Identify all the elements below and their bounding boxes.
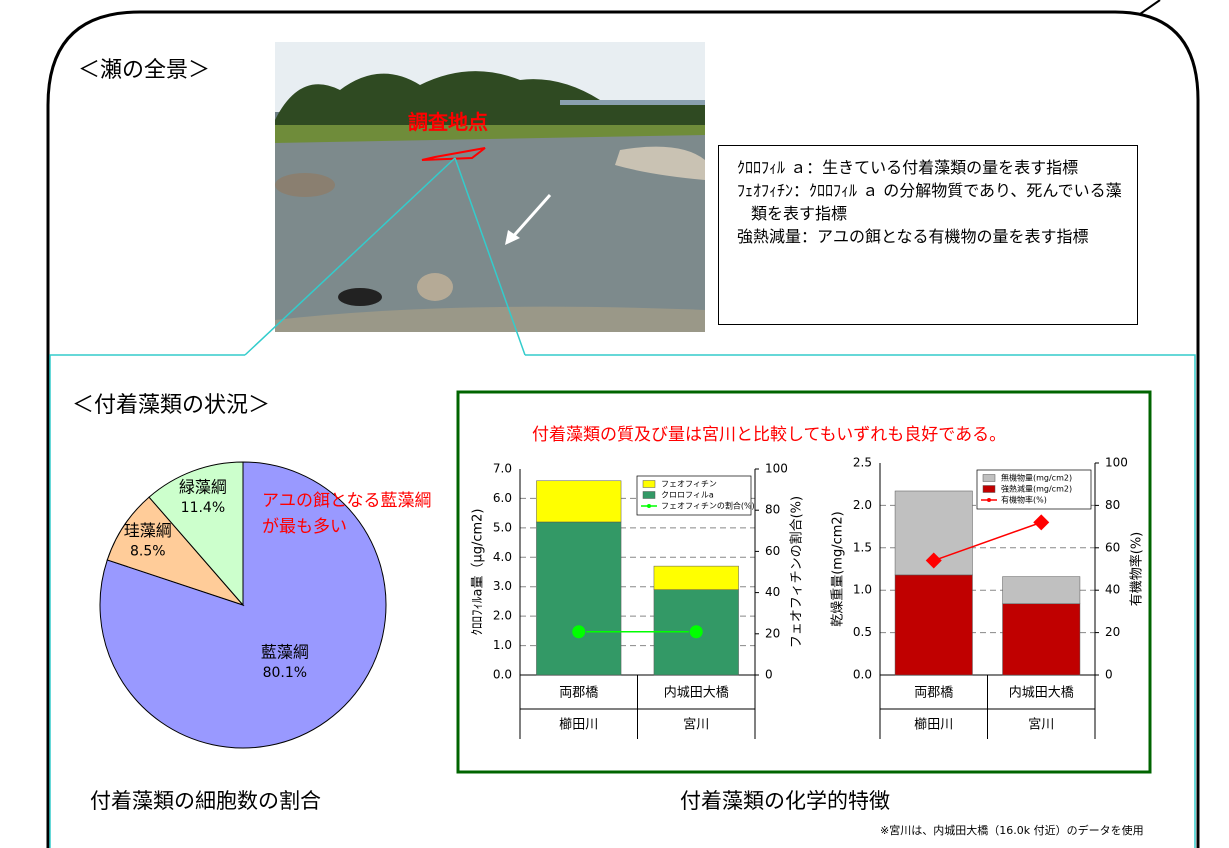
y2-tick-label: 100 <box>765 462 788 476</box>
x-group-label: 櫛田川 <box>559 718 598 733</box>
note-term: ｸﾛﾛﾌｨﾙ ａ <box>737 158 807 177</box>
legend-swatch <box>982 485 996 493</box>
bar-segment <box>536 480 622 523</box>
y2-tick-label: 60 <box>1105 540 1120 554</box>
y2-tick-label: 80 <box>1105 498 1120 512</box>
y-tick-label: 2.5 <box>853 456 872 470</box>
bar-segment <box>1002 576 1081 605</box>
y-tick-label: 2.0 <box>493 609 512 623</box>
section-title: ＜瀬の全景＞ <box>78 58 211 83</box>
y-tick-label: 4.0 <box>493 550 512 564</box>
y-axis-label: 乾燥重量(mg/cm2) <box>830 511 846 627</box>
y-tick-label: 3.0 <box>493 579 512 593</box>
notes-box: ｸﾛﾛﾌｨﾙ ａ：生きている付着藻類の量を表す指標 ﾌｪｵﾌｨﾁﾝ：ｸﾛﾛﾌｨﾙ … <box>718 145 1138 325</box>
note-item: 強熱減量：アユの餌となる有機物の量を表す指標 <box>737 225 1127 248</box>
y2-tick-label: 80 <box>765 503 780 517</box>
legend-swatch <box>642 480 656 488</box>
y-tick-label: 5.0 <box>493 520 512 534</box>
legend-label: 無機物量(mg/cm2) <box>1001 473 1072 483</box>
note-item: ｸﾛﾛﾌｨﾙ ａ：生きている付着藻類の量を表す指標 <box>737 156 1127 179</box>
y2-tick-label: 60 <box>765 544 780 558</box>
y-tick-label: 0.0 <box>493 668 512 682</box>
photo-label: 調査地点 <box>408 110 488 134</box>
line-marker <box>1033 514 1050 531</box>
legend-swatch <box>647 504 651 508</box>
heading: 付着藻類の質及び量は宮川と比較してもいずれも良好である。 <box>532 425 1007 445</box>
x-group-label: 宮川 <box>683 717 709 733</box>
note-desc: ：生きている付着藻類の量を表す指標 <box>806 158 1079 177</box>
y-tick-label: 1.0 <box>493 638 512 652</box>
frame <box>46 10 1200 848</box>
callout-lines <box>49 157 1196 848</box>
legend-label: 強熱減量(mg/cm2) <box>1001 484 1072 494</box>
legend-label: フェオフィチン <box>661 480 717 489</box>
y2-tick-label: 20 <box>1105 625 1120 639</box>
y-tick-label: 1.5 <box>853 540 872 554</box>
x-tick-label: 両郡橋 <box>914 686 953 701</box>
legend-swatch <box>982 474 996 482</box>
x-group-label: 宮川 <box>1028 717 1054 733</box>
x-tick-label: 内城田大橋 <box>664 685 729 701</box>
y-tick-label: 7.0 <box>493 462 512 476</box>
note-term: 強熱減量 <box>737 227 802 246</box>
line-series <box>933 521 1042 562</box>
y-axis-label: ｸﾛﾛﾌｨﾙa量（μg/cm2) <box>471 508 486 635</box>
y2-tick-label: 100 <box>1105 456 1128 470</box>
y2-tick-label: 40 <box>765 585 780 599</box>
y-tick-label: 6.0 <box>493 491 512 505</box>
y2-axis-label: 有機物率(%) <box>1129 532 1145 607</box>
y2-axis-label: フェオフィチンの割合(%) <box>789 496 805 648</box>
note: ※宮川は、内城田大橋（16.0k 付近）のデータを使用 <box>880 824 1144 837</box>
slice-value: 80.1% <box>263 665 307 681</box>
x-group-label: 櫛田川 <box>914 718 953 733</box>
note-term: ﾌｪｵﾌｨﾁﾝ <box>737 181 794 200</box>
y-tick-label: 0.0 <box>853 668 872 682</box>
y2-tick-label: 0 <box>1105 668 1113 682</box>
bar-segment <box>653 565 739 590</box>
legend-swatch <box>987 498 991 502</box>
slice-label: 珪藻綱 <box>124 521 172 540</box>
caption: 付着藻類の細胞数の割合 <box>90 789 321 813</box>
legend-label: 有機物率(%) <box>1001 495 1047 505</box>
x-tick-label: 内城田大橋 <box>1009 685 1074 701</box>
bar-segment <box>536 521 622 676</box>
y-tick-label: 2.0 <box>853 498 872 512</box>
pie-slice <box>148 461 244 607</box>
section-title: ＜付着藻類の状況＞ <box>72 393 271 418</box>
chart-frame <box>456 390 1152 774</box>
legend-swatch <box>642 491 656 499</box>
caption: 付着藻類の化学的特徴 <box>680 789 890 813</box>
y2-tick-label: 0 <box>765 668 773 682</box>
bar-segment <box>1002 603 1081 676</box>
y-tick-label: 1.0 <box>853 583 872 597</box>
slice-label: 緑藻綱 <box>179 477 227 496</box>
bar-segment <box>894 574 973 676</box>
frame-edge <box>1139 0 1161 15</box>
note-desc: ：アユの餌となる有機物の量を表す指標 <box>801 227 1089 246</box>
y2-tick-label: 20 <box>765 626 780 640</box>
y2-tick-label: 40 <box>1105 583 1120 597</box>
legend-box <box>636 475 752 516</box>
x-tick-label: 両郡橋 <box>559 686 598 701</box>
note-desc: ：ｸﾛﾛﾌｨﾙ ａ の分解物質であり、死んでいる藻類を表す指標 <box>751 181 1122 223</box>
legend-box <box>976 469 1092 510</box>
legend-label: フェオフィチンの割合(%) <box>661 501 755 511</box>
annotation: アユの餌となる藍藻綱が最も多い <box>262 491 432 537</box>
slice-value: 11.4% <box>181 500 225 516</box>
line-marker <box>688 624 704 640</box>
photo <box>275 42 705 332</box>
legend-label: クロロフィルa <box>661 491 714 500</box>
line-marker <box>571 624 587 640</box>
note-item: ﾌｪｵﾌｨﾁﾝ：ｸﾛﾛﾌｨﾙ ａ の分解物質であり、死んでいる藻類を表す指標 <box>737 179 1127 225</box>
y-tick-label: 0.5 <box>853 625 872 639</box>
slice-value: 8.5% <box>130 544 166 560</box>
slice-label: 藍藻綱 <box>261 642 309 661</box>
line-marker <box>925 552 942 569</box>
